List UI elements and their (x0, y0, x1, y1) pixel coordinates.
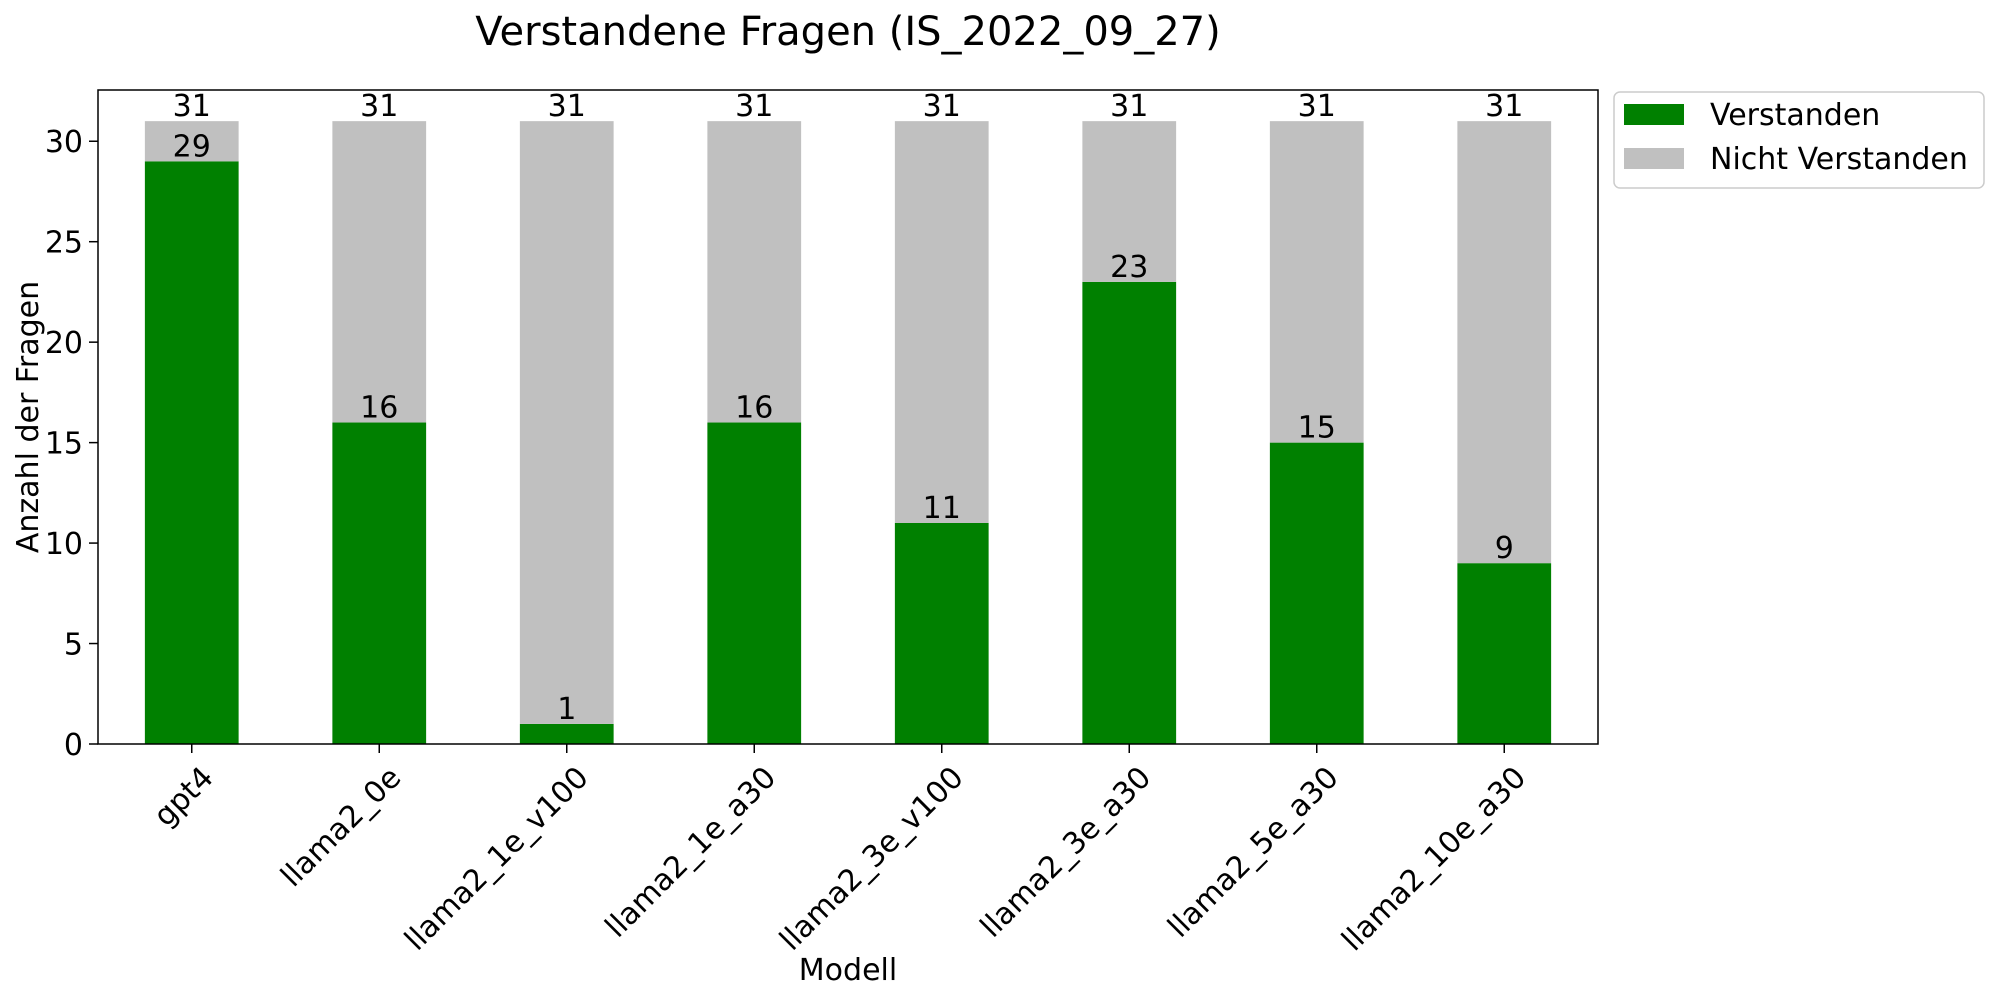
y-tick-label-15: 15 (45, 427, 83, 462)
data-label-total-llama2_0e: 31 (360, 89, 398, 124)
legend-frame (1613, 91, 1985, 189)
bar-verstanden-llama2_3e_v100 (894, 522, 989, 744)
data-label-total-llama2_3e_a30: 31 (1110, 89, 1148, 124)
bar-verstanden-llama2_5e_a30 (1269, 442, 1364, 744)
bar-nicht-verstanden-gpt4 (144, 121, 239, 162)
legend-swatch-verstanden (1624, 104, 1684, 125)
bar-verstanden-llama2_0e (332, 422, 427, 744)
x-axis-label: Modell (799, 953, 897, 988)
bars-group (144, 121, 1552, 744)
x-tick-label-llama2_1e_a30: llama2_1e_a30 (599, 760, 783, 944)
x-tick-label-llama2_0e: llama2_0e (274, 760, 408, 894)
data-label-verstanden-llama2_10e_a30: 9 (1495, 531, 1514, 566)
bar-nicht-verstanden-llama2_3e_v100 (894, 121, 989, 523)
data-labels-group: 29 31 16 31 1 31 16 31 11 31 23 31 15 31 9 31 (173, 89, 1524, 727)
bar-verstanden-llama2_1e_v100 (519, 723, 614, 744)
data-label-total-llama2_1e_v100: 31 (548, 89, 586, 124)
bar-verstanden-llama2_1e_a30 (707, 422, 802, 744)
x-tick-label-llama2_5e_a30: llama2_5e_a30 (1161, 760, 1345, 944)
plot-frame (97, 89, 1599, 745)
y-tick-label-10: 10 (45, 527, 83, 562)
data-label-verstanden-llama2_3e_a30: 23 (1110, 250, 1148, 285)
data-label-total-llama2_10e_a30: 31 (1485, 89, 1523, 124)
y-tick-label-0: 0 (64, 728, 83, 763)
bar-nicht-verstanden-llama2_10e_a30 (1457, 121, 1552, 564)
y-tick-label-5: 5 (64, 628, 83, 663)
data-label-total-gpt4: 31 (173, 89, 211, 124)
y-axis: 0 5 10 15 20 25 30 (45, 125, 98, 763)
y-tick-label-30: 30 (45, 125, 83, 160)
data-label-verstanden-llama2_0e: 16 (360, 391, 398, 426)
bar-verstanden-llama2_3e_a30 (1082, 281, 1177, 744)
chart-title: Verstandene Fragen (IS_2022_09_27) (475, 9, 1221, 55)
data-label-verstanden-llama2_1e_v100: 1 (557, 692, 576, 727)
x-tick-label-llama2_1e_v100: llama2_1e_v100 (398, 760, 596, 958)
y-tick-label-25: 25 (45, 226, 83, 261)
data-label-verstanden-llama2_3e_v100: 11 (923, 491, 961, 526)
y-tick-label-20: 20 (45, 326, 83, 361)
x-tick-label-llama2_10e_a30: llama2_10e_a30 (1335, 760, 1533, 958)
bar-nicht-verstanden-llama2_1e_v100 (519, 121, 614, 724)
data-label-verstanden-llama2_1e_a30: 16 (735, 391, 773, 426)
bar-nicht-verstanden-llama2_3e_a30 (1082, 121, 1177, 282)
y-axis-label: Anzahl der Fragen (11, 281, 46, 553)
data-label-total-llama2_5e_a30: 31 (1298, 89, 1336, 124)
bar-nicht-verstanden-llama2_1e_a30 (707, 121, 802, 423)
legend-swatch-nicht-verstanden (1624, 148, 1684, 169)
bar-verstanden-llama2_10e_a30 (1457, 563, 1552, 744)
bar-nicht-verstanden-llama2_0e (332, 121, 427, 423)
legend: Verstanden Nicht Verstanden (1613, 91, 1985, 189)
data-label-total-llama2_1e_a30: 31 (735, 89, 773, 124)
data-label-total-llama2_3e_v100: 31 (923, 89, 961, 124)
data-label-verstanden-llama2_5e_a30: 15 (1298, 411, 1336, 446)
legend-label-nicht-verstanden: Nicht Verstanden (1710, 142, 1968, 177)
x-tick-label-llama2_3e_a30: llama2_3e_a30 (974, 760, 1158, 944)
legend-label-verstanden: Verstanden (1710, 98, 1880, 133)
bar-nicht-verstanden-llama2_5e_a30 (1269, 121, 1364, 443)
data-label-verstanden-gpt4: 29 (173, 129, 211, 164)
bar-verstanden-gpt4 (144, 161, 239, 744)
x-tick-label-gpt4: gpt4 (147, 760, 220, 833)
x-tick-label-llama2_3e_v100: llama2_3e_v100 (773, 760, 971, 958)
